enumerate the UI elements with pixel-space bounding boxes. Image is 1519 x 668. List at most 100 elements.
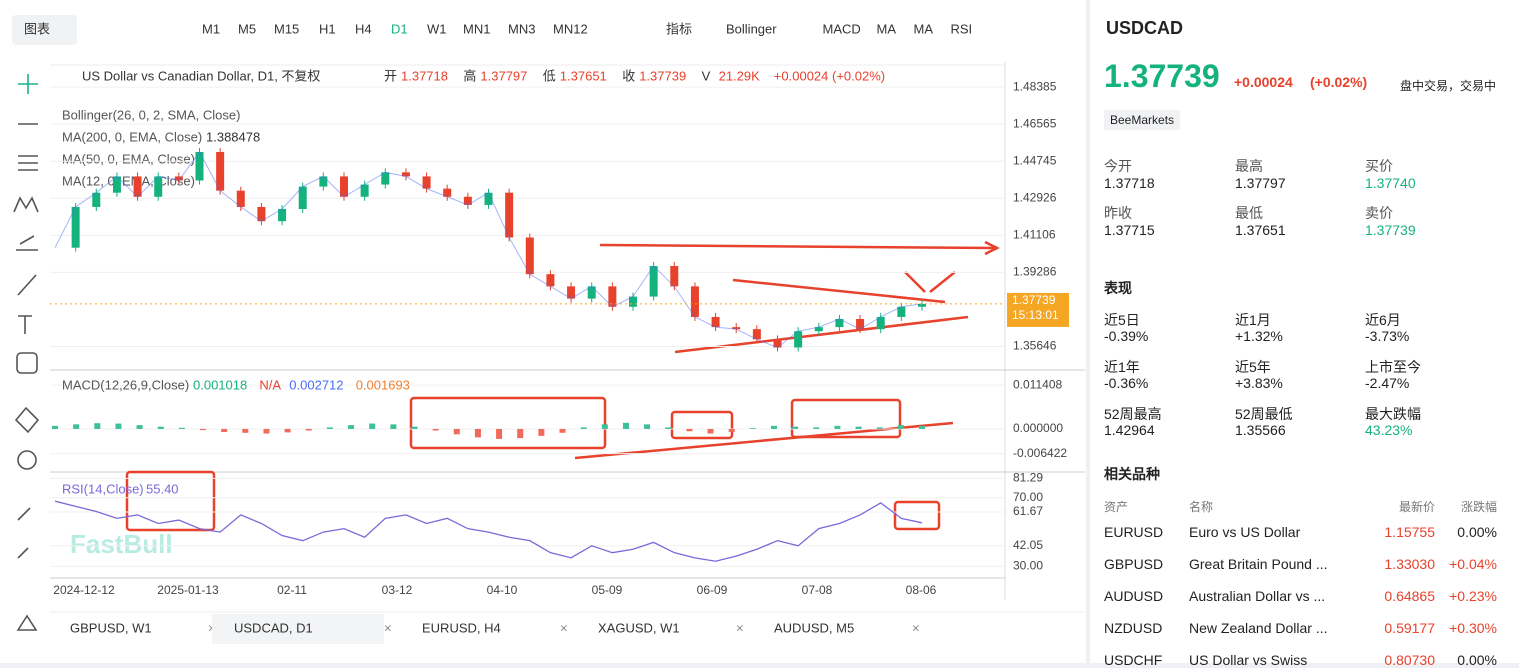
x-tick-label: 05-09 (592, 583, 623, 597)
tab-close[interactable]: × (208, 620, 216, 635)
candle (401, 172, 410, 177)
chart-menu[interactable]: 图表 (24, 21, 50, 36)
macd-label: MACD(12,26,9,Close) (62, 377, 189, 392)
macd-bar (834, 425, 841, 429)
candle (319, 176, 328, 187)
macd-bar (728, 428, 735, 433)
perf-label: 52周最低 (1235, 406, 1293, 422)
indicators-menu[interactable]: 指标 (666, 21, 692, 36)
candle (814, 327, 823, 332)
macd-bar (897, 425, 904, 429)
stat-value: 1.37651 (1235, 222, 1286, 238)
candle (298, 186, 307, 209)
macd-bar (73, 424, 80, 429)
macd-bar (115, 423, 122, 429)
rsi-line (54, 500, 923, 562)
timeframe[interactable]: MN12 (553, 21, 588, 36)
candle (505, 192, 514, 238)
candle (876, 316, 885, 330)
study-label: MA(12, 0, EMA, Close) (62, 173, 195, 188)
candle (71, 206, 80, 248)
related-cell: 0.64865 (1384, 588, 1435, 604)
rsi-label: RSI(14,Close) (62, 481, 144, 496)
perf-label: 近6月 (1365, 312, 1401, 328)
tab[interactable]: AUDUSD, M5 (774, 620, 854, 635)
legend-value: 21.29K (719, 68, 761, 83)
related-cell: +0.23% (1449, 588, 1497, 604)
macd-bar (390, 424, 397, 429)
y-tick-label: 0.000000 (1013, 421, 1063, 435)
timeframe[interactable]: H4 (355, 21, 372, 36)
quote-panel: USDCAD 1.37739 +0.00024 (+0.02%) 盘中交易，交易… (1090, 0, 1519, 668)
macd-bar (665, 427, 672, 429)
candle (257, 206, 266, 222)
candle (587, 286, 596, 299)
related-cell: EURUSD (1104, 524, 1164, 540)
y-tick-label: 42.05 (1013, 538, 1043, 552)
x-tick-label: 2025-01-13 (157, 583, 219, 597)
tab[interactable]: GBPUSD, W1 (70, 620, 152, 635)
stat-value: 1.37797 (1235, 175, 1286, 191)
macd-bar (284, 428, 291, 433)
drawing-tools[interactable] (13, 74, 40, 631)
tab-close[interactable]: × (736, 620, 744, 635)
stat-label: 卖价 (1365, 205, 1393, 221)
timeframe[interactable]: H1 (319, 21, 336, 36)
price-tag (1007, 292, 1069, 327)
indicator[interactable]: MACD (823, 21, 861, 36)
section-title: 表现 (1104, 280, 1132, 296)
perf-label: 上市至今 (1365, 359, 1421, 375)
related-cell: Great Britain Pound ... (1189, 556, 1328, 572)
legend-label: V (702, 68, 711, 83)
section-title: 相关品种 (1104, 466, 1160, 482)
perf-value: -0.36% (1104, 375, 1149, 391)
timeframe[interactable]: D1 (391, 21, 408, 36)
chart-menu-bg[interactable] (12, 15, 77, 45)
y-tick-label: 1.35646 (1013, 339, 1057, 353)
related-cell: NZDUSD (1104, 620, 1163, 636)
related-cell: 0.59177 (1384, 620, 1435, 636)
macd-bar (221, 428, 228, 433)
y-tick-label: 70.00 (1013, 490, 1043, 504)
candle (381, 172, 390, 185)
timeframe[interactable]: MN1 (463, 21, 490, 36)
indicator[interactable]: MA (877, 21, 897, 36)
candle (546, 274, 555, 287)
y-tick-label: 1.39286 (1013, 265, 1057, 279)
tab[interactable]: USDCAD, D1 (234, 620, 313, 635)
macd-bar (517, 428, 524, 439)
related-cell: GBPUSD (1104, 556, 1164, 572)
y-tick-label: 30.00 (1013, 559, 1043, 573)
macd-bar (242, 428, 249, 433)
perf-value: -3.73% (1365, 328, 1410, 344)
tab-close[interactable]: × (912, 620, 920, 635)
macd-bar (432, 428, 439, 431)
related-header: 资产 (1104, 500, 1129, 514)
perf-label: 最大跌幅 (1365, 406, 1421, 422)
timeframe[interactable]: MN3 (508, 21, 535, 36)
indicator[interactable]: MA (914, 21, 934, 36)
timeframe[interactable]: M1 (202, 21, 220, 36)
timeframe[interactable]: M5 (238, 21, 256, 36)
tab[interactable]: EURUSD, H4 (422, 620, 501, 635)
related-cell: Australian Dollar vs ... (1189, 588, 1326, 604)
y-tick-label: 1.48385 (1013, 79, 1057, 93)
macd-bar (178, 427, 185, 429)
candle (484, 192, 493, 205)
macd-bar (200, 428, 207, 431)
indicator[interactable]: Bollinger (726, 21, 777, 36)
candle (525, 237, 534, 275)
macd-bar (411, 426, 418, 429)
related-header: 最新价 (1398, 500, 1435, 514)
tab[interactable]: XAGUSD, W1 (598, 620, 680, 635)
close-line (54, 151, 923, 349)
timeframe[interactable]: M15 (274, 21, 299, 36)
price-tag-value: 1.37739 (1012, 293, 1056, 307)
macd-value: 0.001018 (193, 377, 247, 392)
related-cell: New Zealand Dollar ... (1189, 620, 1328, 636)
tab-close[interactable]: × (560, 620, 568, 635)
timeframe[interactable]: W1 (427, 21, 447, 36)
perf-label: 近1月 (1235, 312, 1271, 328)
tab-close[interactable]: × (384, 620, 392, 635)
indicator[interactable]: RSI (951, 21, 973, 36)
